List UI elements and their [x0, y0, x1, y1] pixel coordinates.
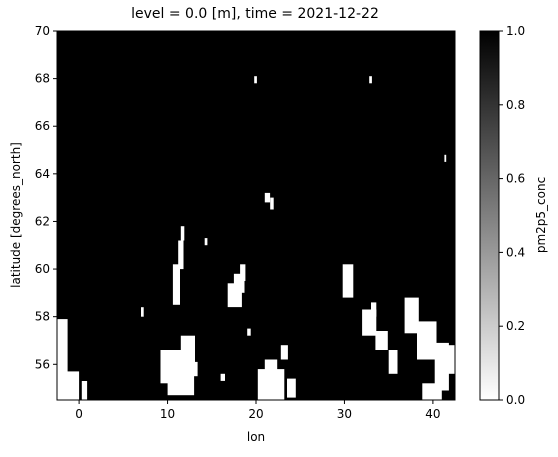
x-axis-label: lon	[247, 430, 265, 444]
y-tick-label: 62	[35, 214, 50, 228]
low-value-region	[247, 328, 251, 336]
low-value-region	[417, 321, 437, 360]
y-tick-label: 70	[35, 24, 50, 38]
y-tick-label: 64	[35, 167, 50, 181]
low-value-region	[65, 371, 80, 400]
low-value-region	[280, 345, 288, 360]
colorbar-label: pm2p5_conc	[534, 177, 548, 253]
colorbar-tick-label: 0.2	[506, 319, 525, 333]
low-value-region	[178, 240, 184, 270]
x-tick-label: 10	[160, 407, 175, 421]
low-value-region	[172, 264, 180, 305]
x-tick-label: 20	[248, 407, 263, 421]
low-value-region	[422, 383, 442, 400]
low-value-region	[233, 273, 245, 293]
low-value-region	[180, 226, 185, 241]
y-tick-label: 68	[35, 72, 50, 86]
colorbar-gradient	[479, 30, 500, 401]
low-value-region	[264, 359, 278, 377]
plot-area	[56, 30, 456, 401]
low-value-region	[204, 238, 208, 246]
y-tick-label: 60	[35, 262, 50, 276]
colorbar-tick-label: 0.0	[506, 393, 525, 407]
low-value-region	[180, 335, 195, 365]
low-value-region	[192, 361, 198, 377]
x-tick-label: 40	[425, 407, 440, 421]
low-value-region	[446, 345, 455, 374]
y-axis-label: latitude [degrees_north]	[9, 142, 23, 288]
low-value-regions	[57, 76, 455, 400]
colorbar: 0.0 0.2 0.4 0.6 0.8 1.0 pm2p5_conc	[479, 24, 548, 407]
y-axis-ticks: 56 58 60 62 64 66 68 70	[35, 24, 57, 371]
low-value-region	[220, 373, 225, 381]
low-value-region	[434, 342, 449, 391]
low-value-region	[375, 331, 388, 350]
low-value-region	[371, 302, 377, 317]
y-tick-label: 58	[35, 310, 50, 324]
low-value-region	[57, 319, 68, 400]
low-value-region	[167, 361, 195, 396]
colorbar-tick-label: 0.6	[506, 172, 525, 186]
low-value-region	[81, 381, 88, 400]
low-value-region	[264, 192, 271, 203]
y-tick-label: 56	[35, 357, 50, 371]
y-tick-label: 66	[35, 119, 50, 133]
x-tick-label: 30	[337, 407, 352, 421]
plot-background	[57, 31, 455, 400]
chart-title: level = 0.0 [m], time = 2021-12-22	[131, 6, 379, 22]
colorbar-tick-label: 0.4	[506, 245, 525, 259]
colorbar-tick-label: 0.8	[506, 98, 525, 112]
low-value-region	[388, 350, 398, 374]
low-value-region	[240, 264, 246, 281]
low-value-region	[270, 197, 274, 210]
low-value-region	[342, 264, 354, 298]
colorbar-tick-label: 1.0	[506, 24, 525, 38]
low-value-region	[287, 378, 296, 398]
low-value-region	[369, 76, 372, 84]
low-value-region	[444, 154, 447, 162]
low-value-region	[254, 76, 257, 84]
x-axis-ticks: 0 10 20 30 40	[75, 400, 441, 421]
low-value-region	[141, 307, 144, 317]
low-value-region	[404, 297, 419, 334]
x-tick-label: 0	[75, 407, 83, 421]
colorbar-ticks: 0.0 0.2 0.4 0.6 0.8 1.0	[499, 24, 525, 407]
